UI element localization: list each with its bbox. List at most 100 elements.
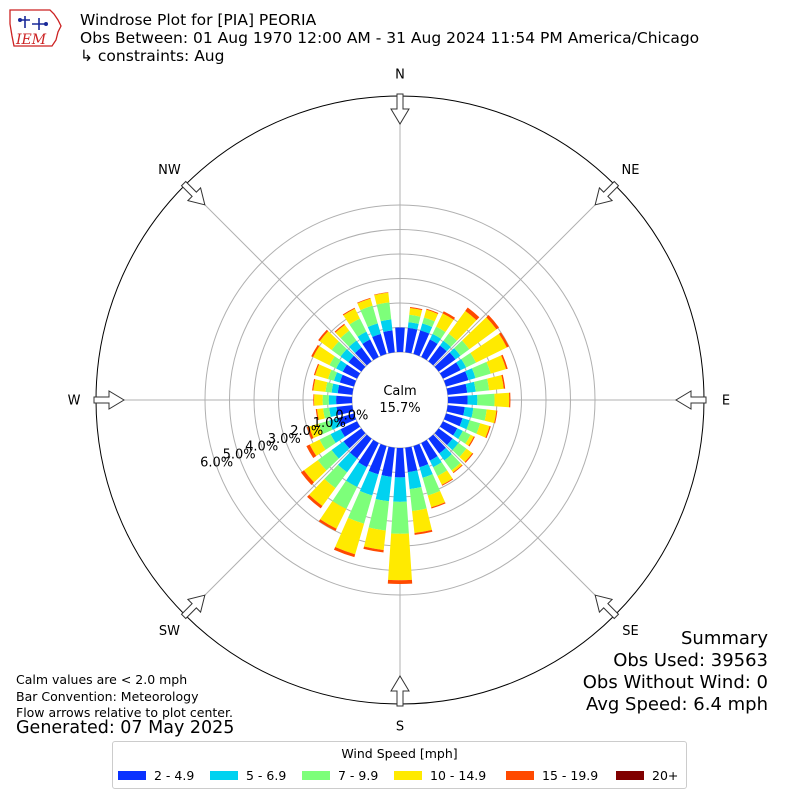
wind-bar-segment xyxy=(439,421,458,436)
logo-text: IEM xyxy=(15,32,47,48)
wind-bar-segment xyxy=(391,501,409,534)
wind-bar-segment xyxy=(335,517,365,555)
wind-bar-segment xyxy=(426,308,439,314)
wind-bar-segment xyxy=(486,315,500,330)
wind-bar-segment xyxy=(313,394,315,406)
flow-arrow-shape xyxy=(180,180,206,206)
flow-arrow xyxy=(390,93,410,125)
chart-subtitle: Obs Between: 01 Aug 1970 12:00 AM - 31 A… xyxy=(80,29,700,47)
wind-bar-segment xyxy=(359,470,379,496)
wind-bar-segment xyxy=(464,452,474,463)
wind-bar-segment xyxy=(380,319,393,332)
wind-bar-segment xyxy=(363,546,384,553)
wind-bar-segment xyxy=(346,462,367,488)
wind-bar-segment xyxy=(431,502,446,509)
wind-bar-segment xyxy=(357,297,371,304)
wind-bar-segment xyxy=(336,405,354,416)
wind-bar-segment xyxy=(409,487,427,512)
wind-bar-segment xyxy=(348,355,366,372)
wind-bar-segment xyxy=(336,360,347,372)
wind-bar-segment xyxy=(317,450,339,471)
wind-bar-segment xyxy=(452,442,467,457)
wind-bar-segment xyxy=(449,348,461,360)
legend-entry: 15 - 19.9 xyxy=(506,767,598,783)
wind-bar-segment xyxy=(413,443,429,468)
flow-arrow-shape xyxy=(594,594,620,620)
windrose-bars xyxy=(300,292,511,584)
wind-bar-segment xyxy=(509,392,511,408)
legend-entry: 2 - 4.9 xyxy=(118,767,194,783)
flow-arrow-shape xyxy=(390,93,410,125)
bar-convention-note: Bar Convention: Meteorology xyxy=(16,689,199,704)
compass-label-e: E xyxy=(722,394,730,409)
legend-entry: 10 - 14.9 xyxy=(394,767,486,783)
calm-value: 15.7% xyxy=(379,401,420,416)
wind-bar-segment xyxy=(484,409,497,424)
wind-bar-segment xyxy=(372,333,387,357)
wind-bar-segment xyxy=(393,477,407,502)
wind-bar-segment xyxy=(331,441,350,459)
flow-arrow xyxy=(675,390,707,410)
legend-swatch xyxy=(210,771,238,780)
wind-bar-segment xyxy=(331,341,347,357)
flow-arrow-shape xyxy=(594,180,620,206)
chart-title: Windrose Plot for [PIA] PEORIA xyxy=(80,11,317,29)
flow-arrow xyxy=(390,675,410,707)
wind-bar-segment xyxy=(465,307,480,321)
compass-label-s: S xyxy=(396,720,404,735)
wind-bar-segment xyxy=(439,340,451,352)
wind-bar-segment xyxy=(421,439,438,461)
wind-bar-segment xyxy=(329,418,341,430)
flow-arrow-shape xyxy=(390,675,410,707)
wind-bar-segment xyxy=(318,329,329,342)
summary-obs-without-wind: Obs Without Wind: 0 xyxy=(582,672,768,693)
wind-bar-segment xyxy=(320,500,347,529)
compass-label-sw: SW xyxy=(159,624,180,639)
wind-bar-segment xyxy=(429,456,442,468)
chart-labels: N NE E SE S SW W NW 0.0%1.0%2.0%3.0%4.0%5.0%6.0%… xyxy=(68,68,731,735)
wind-bar-segment xyxy=(309,423,323,439)
legend-label: 10 - 14.9 xyxy=(430,768,487,783)
radial-tick-label: 4.0% xyxy=(245,440,278,455)
wind-bar-segment xyxy=(333,547,356,558)
wind-bar-segment xyxy=(313,363,320,376)
wind-bar-segment xyxy=(421,339,438,361)
wind-bar-segment xyxy=(412,508,432,533)
wind-bar-segment xyxy=(309,478,336,506)
compass-label-w: W xyxy=(68,394,81,409)
generated-date: Generated: 07 May 2025 xyxy=(16,718,235,738)
wind-bar-segment xyxy=(443,413,463,427)
wind-bar-segment xyxy=(368,443,387,475)
wind-bar-segment xyxy=(467,394,478,406)
wind-bar-segment xyxy=(442,311,456,320)
radial-tick-label: 6.0% xyxy=(200,455,233,470)
wind-bar-segment xyxy=(325,382,334,393)
wind-bar-segment xyxy=(439,447,452,461)
wind-bar-segment xyxy=(454,340,470,356)
wind-bar-segment xyxy=(459,448,473,463)
wind-bar-segment xyxy=(360,305,378,327)
wind-bar-segment xyxy=(312,346,335,366)
wind-bar-segment xyxy=(498,332,510,348)
wind-bar-segment xyxy=(381,446,395,477)
wind-bar-segment xyxy=(471,407,487,421)
compass-label-n: N xyxy=(395,68,405,83)
wind-bar-segment xyxy=(336,395,353,405)
radial-tick-label: 1.0% xyxy=(313,416,346,431)
summary-avg-speed: Avg Speed: 6.4 mph xyxy=(586,694,768,715)
wind-bar-segment xyxy=(413,330,430,357)
legend-title: Wind Speed [mph] xyxy=(341,746,458,761)
wind-bar-segment xyxy=(434,428,453,446)
wind-bar-segment xyxy=(339,374,357,387)
wind-bar-segment xyxy=(494,392,510,408)
wind-bar-segment xyxy=(330,429,345,444)
wind-bar-segment xyxy=(324,464,348,489)
flow-arrow xyxy=(594,180,620,206)
wind-bar-segment xyxy=(375,475,392,502)
wind-bar-segment xyxy=(357,331,371,344)
wind-bar-segment xyxy=(368,498,389,531)
wind-bar-segment xyxy=(439,362,461,379)
wind-bar-segment xyxy=(322,394,329,406)
flow-arrow xyxy=(180,594,206,620)
